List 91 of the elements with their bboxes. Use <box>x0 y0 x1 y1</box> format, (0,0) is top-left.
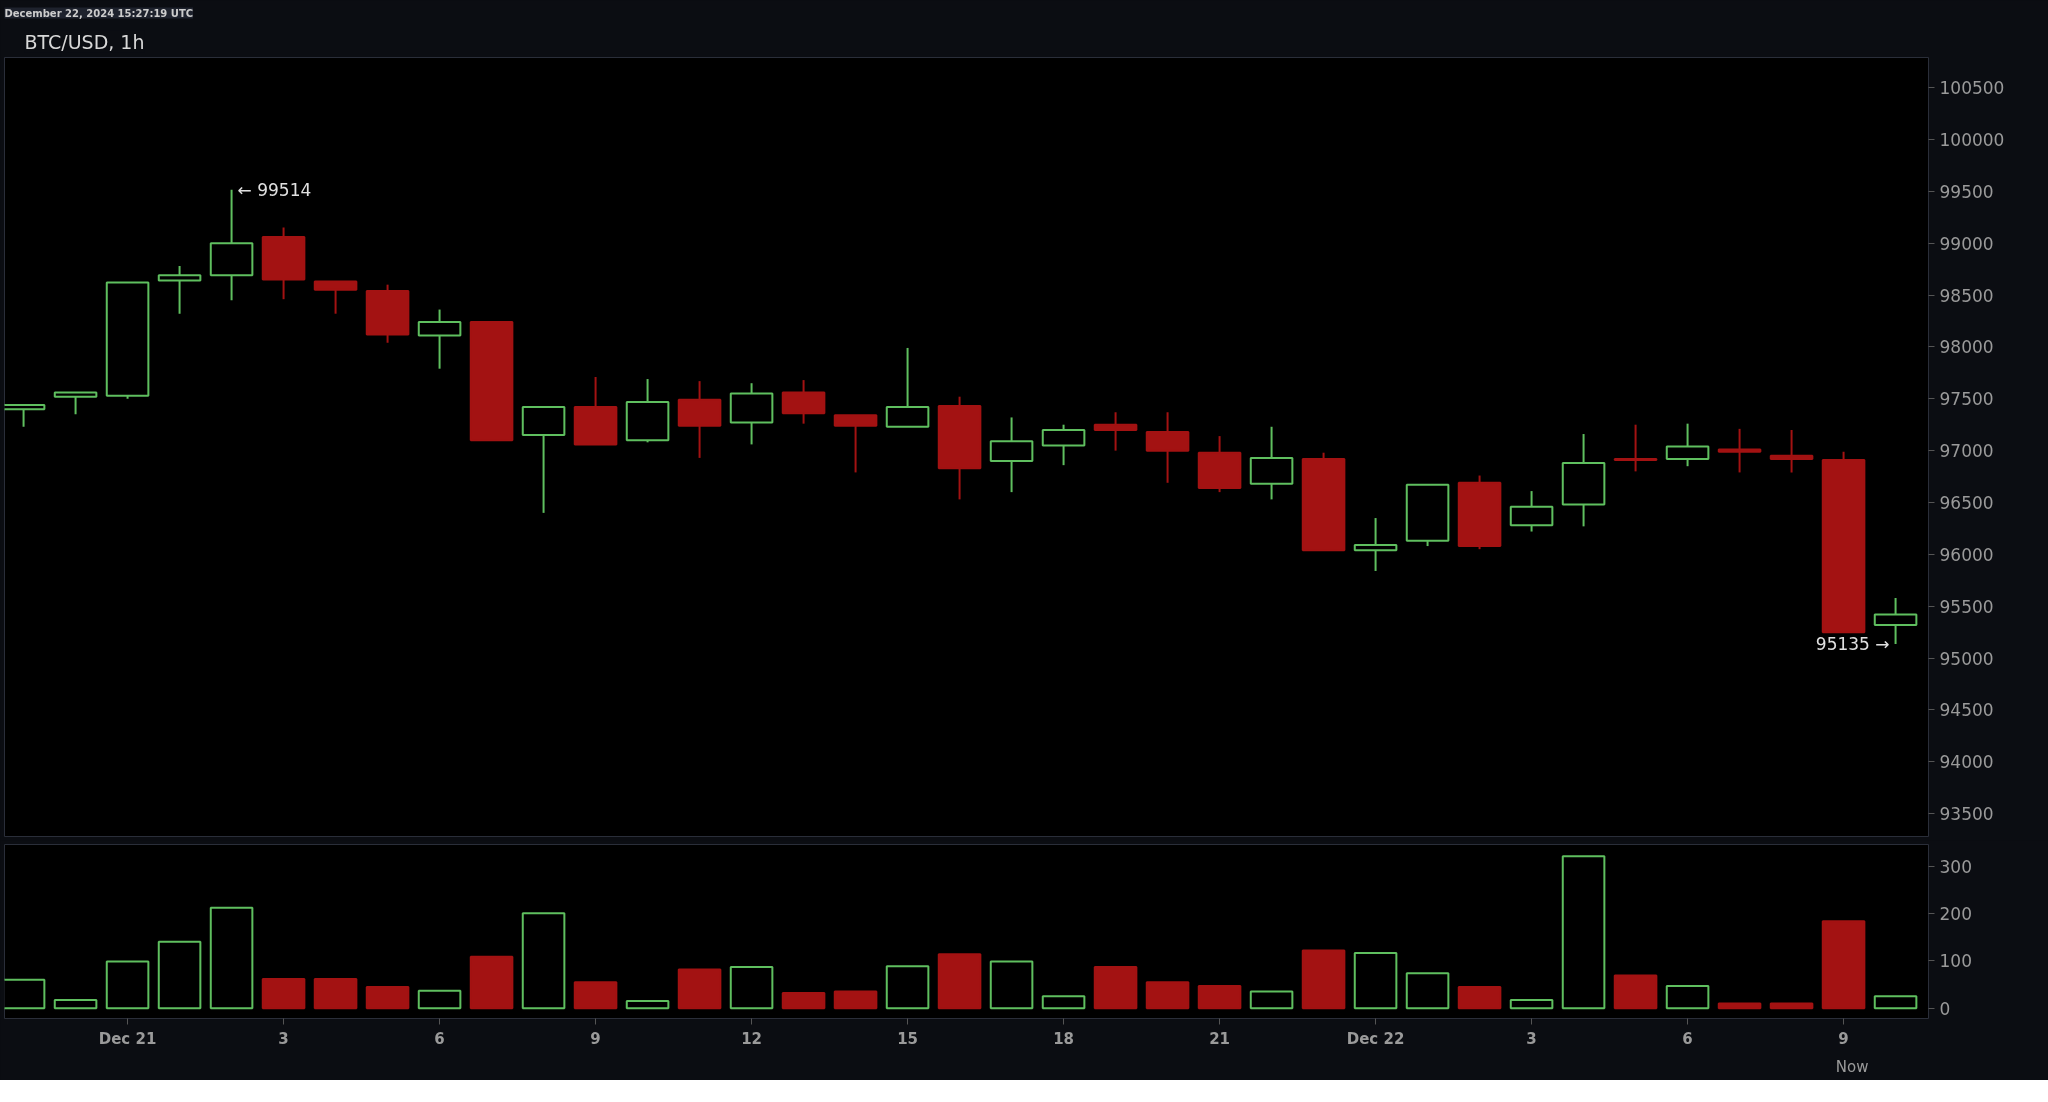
x-tick-label: 9 <box>1838 1029 1849 1048</box>
candlestick <box>1093 411 1138 452</box>
bar <box>625 1000 670 1010</box>
bar <box>833 990 878 1010</box>
bar <box>261 977 306 1010</box>
bar <box>209 906 254 1010</box>
bar <box>1821 920 1866 1010</box>
x-tick-label: Dec 21 <box>98 1029 157 1048</box>
bar <box>677 968 722 1010</box>
x-tick-label: 18 <box>1053 1029 1074 1048</box>
bar <box>1145 981 1190 1010</box>
y-tick-label: 100 <box>1939 951 1972 972</box>
annotation: 95135 → <box>1815 634 1890 655</box>
bar <box>1041 995 1086 1010</box>
y-tick-label: 98000 <box>1939 337 1994 358</box>
candlestick <box>1873 596 1918 646</box>
y-tick-label: 98500 <box>1939 285 1994 306</box>
y-tick-label: 95000 <box>1939 648 1994 669</box>
candlestick <box>1249 425 1294 501</box>
bar <box>989 960 1034 1010</box>
y-tick-label: 0 <box>1939 998 1951 1019</box>
bar <box>1301 949 1346 1010</box>
y-tick-label: 94500 <box>1939 700 1994 721</box>
x-tick-label: Dec 22 <box>1346 1029 1405 1048</box>
bar <box>1561 855 1606 1010</box>
bar <box>573 981 618 1010</box>
candlestick <box>989 416 1034 494</box>
bar <box>1197 984 1242 1010</box>
bar <box>157 940 202 1010</box>
x-tick-label: 6 <box>1682 1029 1693 1048</box>
text: Now <box>1835 1057 1869 1076</box>
bar <box>937 953 982 1010</box>
x-tick-label: 15 <box>897 1029 918 1048</box>
y-tick-label: 200 <box>1939 904 1972 925</box>
y-tick-label: 97000 <box>1939 441 1994 462</box>
candlestick <box>1717 427 1762 474</box>
bar <box>365 985 410 1010</box>
candlestick <box>313 280 358 315</box>
bar <box>417 989 462 1010</box>
y-tick-label: 96500 <box>1939 492 1994 513</box>
y-tick-label: 100500 <box>1939 78 2005 99</box>
x-tick-label: 21 <box>1209 1029 1230 1048</box>
candlestick <box>53 391 98 416</box>
x-tick-label: 3 <box>278 1029 289 1048</box>
candlestick <box>1509 490 1554 533</box>
candlestick <box>469 321 514 442</box>
bar <box>105 960 150 1010</box>
y-tick-label: 96000 <box>1939 544 1994 565</box>
bar <box>521 912 566 1010</box>
y-tick-label: 100000 <box>1939 129 2005 150</box>
bar <box>781 992 826 1010</box>
bar <box>729 966 774 1010</box>
bar <box>469 955 514 1010</box>
y-tick-label: 93500 <box>1939 804 1994 825</box>
x-tick-label: 12 <box>741 1029 762 1048</box>
bar <box>313 977 358 1010</box>
x-tick-label: 3 <box>1526 1029 1537 1048</box>
candlestick <box>1353 517 1398 572</box>
bar <box>1717 1002 1762 1010</box>
bar <box>1353 951 1398 1010</box>
y-tick-label: 99000 <box>1939 233 1994 254</box>
y-tick-label: 97500 <box>1939 389 1994 410</box>
candlestick <box>729 382 774 446</box>
bar <box>1457 985 1502 1010</box>
bar <box>885 965 930 1010</box>
candlestick <box>885 346 930 428</box>
bar <box>53 999 98 1010</box>
bar <box>1873 995 1918 1010</box>
bar <box>1613 974 1658 1010</box>
text: December 22, 2024 15:27:19 UTC <box>4 7 194 19</box>
y-tick-label: 94000 <box>1939 752 1994 773</box>
candlestick <box>1561 433 1606 528</box>
annotation: ← 99514 <box>237 179 312 200</box>
x-tick-label: 9 <box>590 1029 601 1048</box>
bar <box>1509 999 1554 1010</box>
y-tick-label: 95500 <box>1939 596 1994 617</box>
bar <box>1249 990 1294 1010</box>
chart-title: BTC/USD, 1h <box>24 30 145 53</box>
y-tick-label: 300 <box>1939 857 1972 878</box>
bar <box>1405 972 1450 1010</box>
candlestick <box>1145 411 1190 484</box>
candlestick <box>209 188 254 302</box>
candlestick <box>677 380 722 459</box>
x-tick-label: 6 <box>434 1029 445 1048</box>
candlestick <box>781 379 826 425</box>
bar <box>1665 984 1710 1010</box>
candlestick <box>573 375 618 446</box>
bar <box>1769 1002 1814 1010</box>
y-tick-label: 99500 <box>1939 181 1994 202</box>
candlestick <box>833 414 878 474</box>
bar <box>1093 966 1138 1010</box>
